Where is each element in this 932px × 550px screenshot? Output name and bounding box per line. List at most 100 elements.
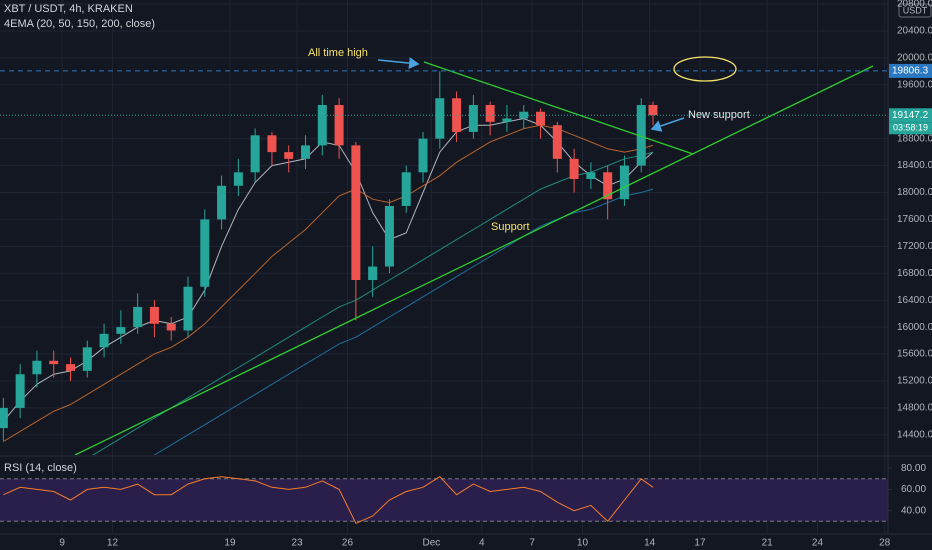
y-tick-label: 14400.0 [897, 429, 932, 440]
candle-body [284, 152, 294, 159]
y-tick-label: 14800.0 [897, 403, 932, 414]
x-tick-label: 10 [577, 538, 589, 549]
candle-body [334, 105, 344, 146]
arrow [377, 57, 420, 70]
candle-body [519, 111, 529, 119]
y-tick-label: 15200.0 [897, 376, 932, 387]
candle-body [32, 360, 42, 375]
y-tick-label: 15600.0 [897, 349, 932, 360]
y-tick-label: 20000.0 [897, 53, 932, 64]
candle-body [15, 374, 25, 408]
candle-body [0, 407, 8, 429]
x-tick-label: 12 [107, 538, 119, 549]
candle-body [200, 219, 210, 287]
price-label-box [889, 63, 932, 78]
x-tick-label: 14 [644, 538, 656, 549]
support-line [74, 65, 874, 455]
y-tick-label: 16800.0 [897, 268, 932, 279]
candle-body [552, 125, 562, 159]
candle-body [435, 98, 445, 139]
candle-body [368, 266, 378, 280]
chart-title: XBT / USDT, 4h, KRAKEN [4, 3, 133, 15]
candle-body [648, 105, 658, 116]
y-tick-label: 18400.0 [897, 160, 932, 171]
candle-body [401, 172, 411, 206]
y-tick-label: 18000.0 [897, 187, 932, 198]
candle-body [66, 364, 76, 371]
annotation: Support [491, 221, 530, 233]
y-tick-label: 17200.0 [897, 241, 932, 252]
candle-body [183, 286, 193, 331]
currency-box [898, 3, 932, 18]
candle-body [149, 306, 159, 324]
price-label: 19806.3 [892, 66, 929, 77]
x-tick-label: 7 [529, 538, 535, 549]
price-label: 19147.2 [892, 110, 929, 121]
candle-body [569, 158, 579, 180]
indicator-title: 4EMA (20, 50, 150, 200, close) [4, 18, 155, 30]
annotation: All time high [308, 47, 368, 59]
candle-body [536, 111, 546, 126]
rsi-title: RSI (14, close) [4, 462, 77, 474]
x-tick-label: 28 [879, 538, 891, 549]
rsi-pane [0, 476, 888, 525]
candle-body [166, 323, 176, 331]
candle-body [351, 145, 361, 280]
candle-body [603, 172, 613, 200]
candle-body [468, 105, 478, 132]
candle-body [133, 306, 143, 328]
countdown-box [889, 122, 932, 135]
rsi-tick-label: 80.00 [901, 463, 926, 474]
price-label-box [889, 108, 932, 123]
y-tick-label: 17600.0 [897, 214, 932, 225]
rsi-tick-label: 60.00 [901, 484, 926, 495]
candle-body [502, 118, 512, 122]
x-tick-label: 17 [694, 538, 706, 549]
ema-line [153, 188, 654, 455]
candle-body [116, 327, 126, 334]
candle-body [384, 205, 394, 267]
x-tick-label: Dec [423, 538, 441, 549]
x-tick-label: 19 [224, 538, 236, 549]
y-tick-label: 18800.0 [897, 133, 932, 144]
candle-body [267, 135, 277, 153]
highlight-ellipse [673, 56, 737, 82]
drawings [74, 56, 874, 455]
arrow [650, 117, 685, 132]
countdown: 03:58:19 [893, 123, 928, 133]
resistance-line [423, 61, 694, 155]
candle-body [485, 105, 495, 122]
ema-line [3, 124, 654, 442]
ema-line [3, 117, 654, 422]
candle-body [250, 135, 260, 173]
candle-body [317, 105, 327, 146]
rsi-line [3, 476, 654, 525]
rsi-tick-label: 40.00 [901, 505, 926, 516]
x-tick-label: 24 [812, 538, 824, 549]
ema-line [91, 151, 654, 455]
x-tick-label: 21 [762, 538, 774, 549]
x-tick-label: 9 [59, 538, 65, 549]
candle-body [619, 165, 629, 200]
x-tick-label: 23 [292, 538, 304, 549]
candle-body [301, 145, 311, 159]
candle-body [99, 333, 109, 348]
candle-body [217, 185, 227, 220]
x-tick-label: 4 [479, 538, 485, 549]
annotation: New support [688, 109, 750, 121]
y-tick-label: 19600.0 [897, 79, 932, 90]
y-tick-label: 20400.0 [897, 26, 932, 37]
candle-body [418, 138, 428, 173]
candle-body [636, 105, 646, 166]
candle-body [586, 172, 596, 180]
x-tick-label: 26 [342, 538, 354, 549]
candle-body [82, 347, 92, 371]
price-pane [0, 71, 658, 455]
candle-body [49, 360, 59, 365]
currency: USDT [903, 5, 928, 15]
candle-body [233, 172, 243, 186]
y-tick-label: 16000.0 [897, 322, 932, 333]
y-tick-label: 20800.0 [897, 0, 932, 10]
